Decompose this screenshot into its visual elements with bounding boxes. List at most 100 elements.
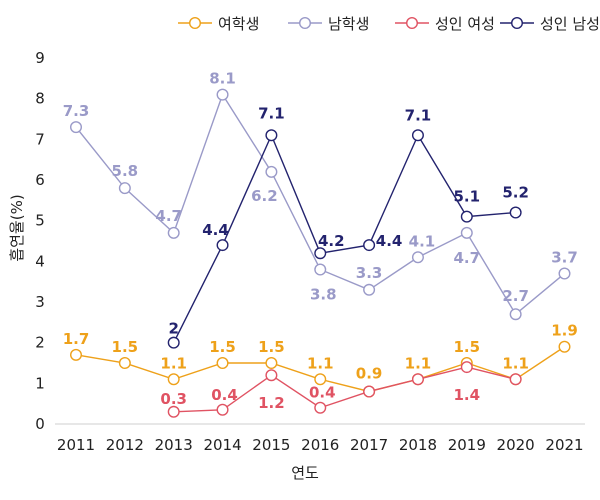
legend-label-1: 남학생 <box>328 15 369 33</box>
legend-marker-3 <box>511 17 524 30</box>
data-point-2-2015 <box>265 369 278 382</box>
data-label-1-2020: 2.7 <box>502 287 529 305</box>
data-point-1-2015 <box>265 165 278 178</box>
x-tick-label-2019: 2019 <box>448 436 486 454</box>
y-tick-label-4: 4 <box>35 252 45 270</box>
data-point-0-2012 <box>118 357 131 370</box>
data-label-0-2011: 1.7 <box>63 330 90 348</box>
data-point-2-2016 <box>314 401 327 414</box>
data-point-0-2021 <box>558 340 571 353</box>
data-label-0-2012: 1.5 <box>112 338 139 356</box>
data-label-1-2018: 4.1 <box>409 232 436 250</box>
data-point-0-2015 <box>265 357 278 370</box>
series-layer <box>69 88 571 418</box>
data-label-1-2014: 8.1 <box>209 70 236 88</box>
legend-label-2: 성인 여성 <box>435 15 495 33</box>
data-label-3-2020: 5.2 <box>502 184 529 202</box>
y-tick-label-5: 5 <box>35 212 45 230</box>
data-label-1-2016: 3.8 <box>310 285 337 303</box>
data-label-2-2015: 1.2 <box>258 394 285 412</box>
y-tick-label-7: 7 <box>35 130 45 148</box>
data-label-3-2019: 5.1 <box>454 188 481 206</box>
data-label-1-2019: 4.7 <box>454 249 481 267</box>
x-tick-label-2013: 2013 <box>155 436 193 454</box>
y-tick-label-2: 2 <box>35 334 45 352</box>
legend-label-3: 성인 남성 <box>540 15 600 33</box>
series-line-2-0 <box>173 366 516 413</box>
data-label-3-2014: 4.4 <box>202 221 229 239</box>
data-point-3-2016 <box>314 247 327 260</box>
data-point-1-2011 <box>69 121 82 134</box>
series-line-3-0 <box>173 133 516 343</box>
data-point-3-2014 <box>216 239 229 252</box>
data-point-2-2014 <box>216 403 229 416</box>
data-label-0-2014: 1.5 <box>209 338 236 356</box>
x-tick-label-2012: 2012 <box>106 436 144 454</box>
series-3 <box>167 129 522 349</box>
y-tick-label-0: 0 <box>35 415 45 433</box>
data-label-3-2015: 7.1 <box>258 104 285 122</box>
x-tick-label-2015: 2015 <box>252 436 290 454</box>
data-point-2-2013 <box>167 405 180 418</box>
x-tick-label-2014: 2014 <box>203 436 241 454</box>
x-tick-label-2020: 2020 <box>497 436 535 454</box>
data-label-3-2017: 4.4 <box>376 232 403 250</box>
data-labels: 1.7 1.5 1.1 1.5 1.5 1.1 0.9 1.1 1.5 1.1 1.9 7.3 5.8 4… <box>63 70 578 413</box>
data-point-0-2011 <box>69 348 82 361</box>
data-point-3-2015 <box>265 129 278 142</box>
series-2 <box>167 361 522 418</box>
data-label-1-2012: 5.8 <box>112 162 139 180</box>
data-label-1-2017: 3.3 <box>356 264 383 282</box>
data-label-2-2013: 0.3 <box>160 390 187 408</box>
x-tick-label-2016: 2016 <box>301 436 339 454</box>
series-1 <box>69 88 571 321</box>
data-point-1-2012 <box>118 182 131 195</box>
y-tick-label-1: 1 <box>35 374 45 392</box>
data-point-0-2013 <box>167 373 180 386</box>
y-tick-label-9: 9 <box>35 49 45 67</box>
data-label-0-2018: 1.1 <box>405 354 432 372</box>
data-point-3-2018 <box>411 129 424 142</box>
data-point-1-2020 <box>509 308 522 321</box>
y-tick-label-8: 8 <box>35 90 45 108</box>
data-label-0-2013: 1.1 <box>160 354 187 372</box>
y-tick-label-6: 6 <box>35 171 45 189</box>
data-point-1-2018 <box>411 251 424 264</box>
x-tick-label-2011: 2011 <box>57 436 95 454</box>
data-point-1-2014 <box>216 88 229 101</box>
data-point-3-2019 <box>460 210 473 223</box>
data-label-3-2016: 4.2 <box>318 232 345 250</box>
data-point-1-2013 <box>167 226 180 239</box>
data-label-1-2011: 7.3 <box>63 102 90 120</box>
data-point-2-2018 <box>411 373 424 386</box>
data-label-0-2017: 0.9 <box>356 364 383 382</box>
series-line-1-0 <box>75 93 565 316</box>
data-point-1-2019 <box>460 226 473 239</box>
data-label-0-2015: 1.5 <box>258 338 285 356</box>
data-point-3-2020 <box>509 206 522 219</box>
data-label-0-2021: 1.9 <box>551 322 578 340</box>
data-point-1-2017 <box>363 283 376 296</box>
legend-marker-0 <box>188 17 201 30</box>
data-label-1-2015: 6.2 <box>251 187 278 205</box>
data-point-2-2019 <box>460 361 473 374</box>
x-tick-label-2017: 2017 <box>350 436 388 454</box>
data-point-0-2016 <box>314 373 327 386</box>
data-label-1-2021: 3.7 <box>551 249 578 267</box>
data-point-2-2020 <box>509 373 522 386</box>
data-label-0-2019: 1.5 <box>454 338 481 356</box>
x-tick-label-2018: 2018 <box>399 436 437 454</box>
y-axis-title: 흡연율(%) <box>8 194 26 261</box>
data-label-2-2016: 0.4 <box>309 384 336 402</box>
legend-marker-2 <box>406 17 419 30</box>
legend: 여학생 남학생 성인 여성 성인 남성 <box>178 15 600 33</box>
data-label-3-2018: 7.1 <box>405 106 432 124</box>
data-point-3-2017 <box>363 239 376 252</box>
x-tick-label-2021: 2021 <box>545 436 583 454</box>
data-point-0-2014 <box>216 357 229 370</box>
data-label-3-2013: 2 <box>168 320 178 338</box>
data-point-3-2013 <box>167 336 180 349</box>
data-label-2-2019: 1.4 <box>454 386 481 404</box>
